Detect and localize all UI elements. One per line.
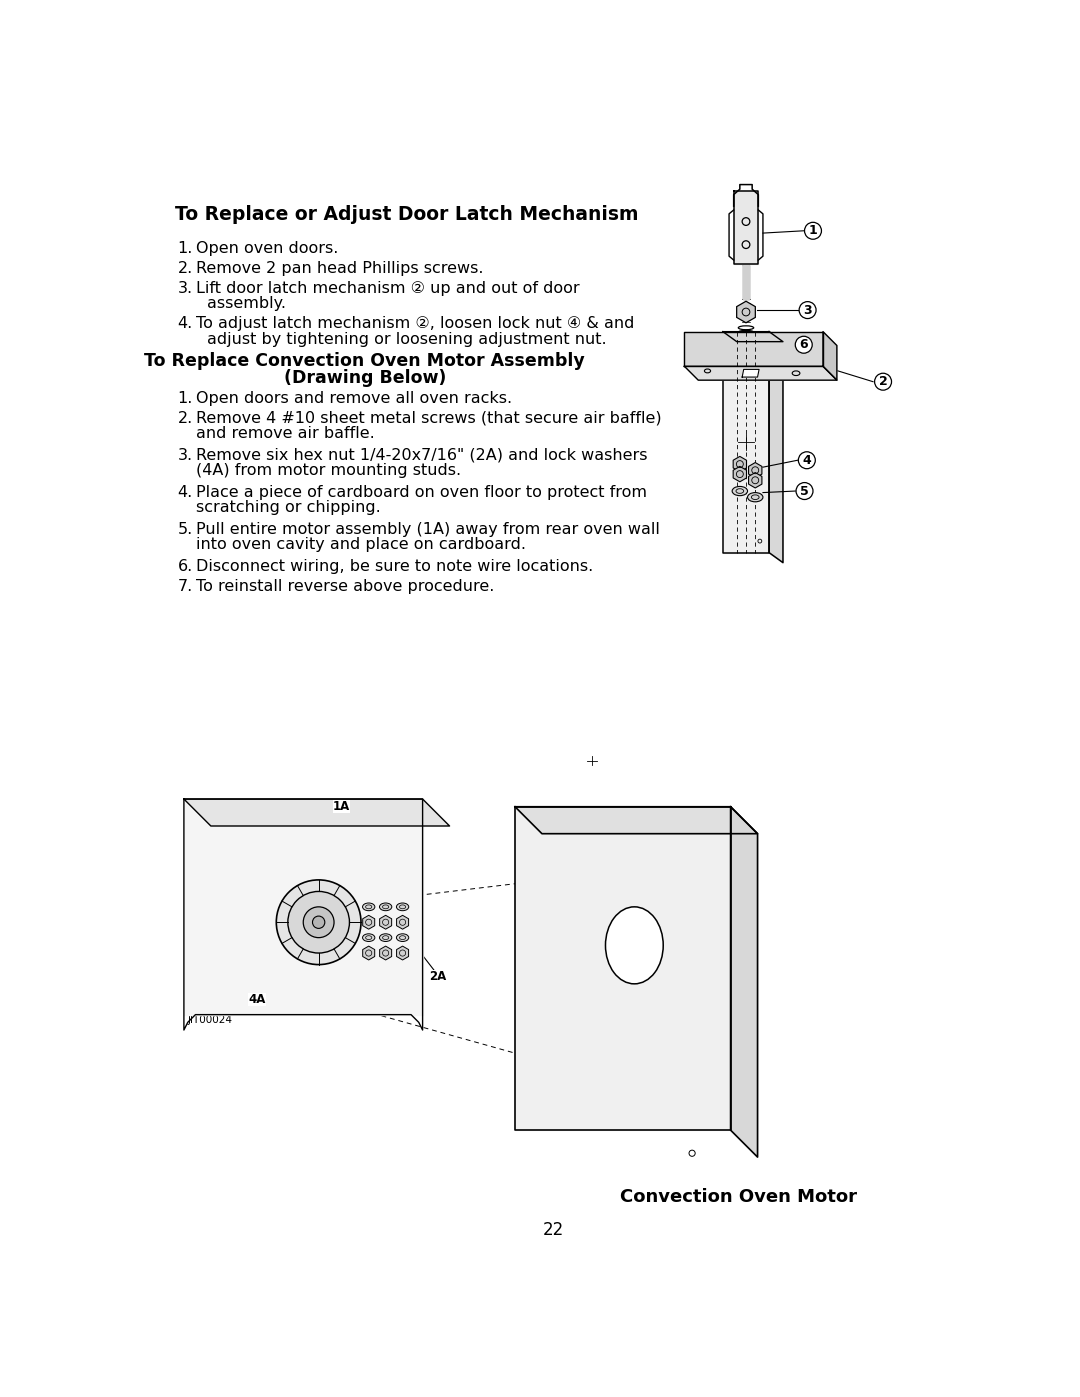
Text: scratching or chipping.: scratching or chipping. bbox=[197, 500, 381, 515]
Circle shape bbox=[795, 337, 812, 353]
Polygon shape bbox=[723, 331, 769, 553]
Text: 6: 6 bbox=[799, 338, 808, 351]
Polygon shape bbox=[733, 457, 746, 472]
Text: assembly.: assembly. bbox=[207, 296, 286, 312]
Ellipse shape bbox=[732, 486, 747, 496]
Circle shape bbox=[799, 302, 816, 319]
Text: 4A: 4A bbox=[248, 993, 266, 1006]
Text: To reinstall reverse above procedure.: To reinstall reverse above procedure. bbox=[197, 578, 495, 594]
Polygon shape bbox=[515, 806, 730, 1130]
Polygon shape bbox=[748, 472, 761, 488]
Polygon shape bbox=[363, 946, 375, 960]
Polygon shape bbox=[743, 264, 750, 299]
Text: To Replace or Adjust Door Latch Mechanism: To Replace or Adjust Door Latch Mechanis… bbox=[175, 204, 638, 224]
Text: 1.: 1. bbox=[178, 391, 193, 407]
Polygon shape bbox=[184, 799, 422, 1014]
Polygon shape bbox=[380, 915, 392, 929]
Ellipse shape bbox=[396, 933, 408, 942]
Text: into oven cavity and place on cardboard.: into oven cavity and place on cardboard. bbox=[197, 538, 526, 552]
Ellipse shape bbox=[747, 493, 762, 502]
Polygon shape bbox=[396, 915, 408, 929]
Polygon shape bbox=[184, 799, 449, 826]
Text: 22: 22 bbox=[543, 1221, 564, 1239]
Text: Remove 2 pan head Phillips screws.: Remove 2 pan head Phillips screws. bbox=[197, 261, 484, 275]
Polygon shape bbox=[685, 331, 823, 366]
Text: To Replace Convection Oven Motor Assembly: To Replace Convection Oven Motor Assembl… bbox=[145, 352, 585, 370]
Text: 1: 1 bbox=[809, 225, 818, 237]
Polygon shape bbox=[515, 806, 757, 834]
Ellipse shape bbox=[379, 902, 392, 911]
Text: 5: 5 bbox=[800, 485, 809, 497]
Text: 5.: 5. bbox=[178, 522, 193, 536]
Polygon shape bbox=[733, 467, 746, 482]
Text: 7.: 7. bbox=[178, 578, 193, 594]
Text: Remove six hex nut 1/4-20x7/16" (2A) and lock washers: Remove six hex nut 1/4-20x7/16" (2A) and… bbox=[197, 448, 648, 462]
Circle shape bbox=[303, 907, 334, 937]
Polygon shape bbox=[396, 946, 408, 960]
Text: 4.: 4. bbox=[178, 485, 193, 500]
Text: 2A: 2A bbox=[430, 970, 447, 982]
Text: 2.: 2. bbox=[178, 411, 193, 426]
Polygon shape bbox=[733, 191, 758, 264]
Text: 1.: 1. bbox=[178, 240, 193, 256]
Polygon shape bbox=[823, 331, 837, 380]
Polygon shape bbox=[769, 331, 783, 563]
Text: Pull entire motor assembly (1A) away from rear oven wall: Pull entire motor assembly (1A) away fro… bbox=[197, 522, 660, 536]
Ellipse shape bbox=[363, 902, 375, 911]
Ellipse shape bbox=[606, 907, 663, 983]
Text: To adjust latch mechanism ②, loosen lock nut ④ & and: To adjust latch mechanism ②, loosen lock… bbox=[197, 316, 635, 331]
Text: 2: 2 bbox=[879, 376, 888, 388]
Polygon shape bbox=[723, 331, 783, 342]
Text: 1A: 1A bbox=[333, 800, 350, 813]
Ellipse shape bbox=[379, 933, 392, 942]
Circle shape bbox=[288, 891, 350, 953]
Circle shape bbox=[805, 222, 822, 239]
Circle shape bbox=[798, 451, 815, 469]
Text: Disconnect wiring, be sure to note wire locations.: Disconnect wiring, be sure to note wire … bbox=[197, 559, 594, 574]
Polygon shape bbox=[380, 946, 392, 960]
Text: 2.: 2. bbox=[178, 261, 193, 275]
Circle shape bbox=[312, 916, 325, 929]
Circle shape bbox=[875, 373, 891, 390]
Text: FILE NAME
JIT00024: FILE NAME JIT00024 bbox=[188, 1003, 242, 1024]
Polygon shape bbox=[685, 366, 837, 380]
Text: Convection Oven Motor: Convection Oven Motor bbox=[620, 1187, 856, 1206]
Polygon shape bbox=[737, 302, 755, 323]
Text: 3.: 3. bbox=[178, 448, 193, 462]
Text: 6.: 6. bbox=[178, 559, 193, 574]
Text: (Drawing Below): (Drawing Below) bbox=[284, 369, 446, 387]
Ellipse shape bbox=[396, 902, 408, 911]
Text: 4.: 4. bbox=[178, 316, 193, 331]
Text: 3: 3 bbox=[804, 303, 812, 317]
Circle shape bbox=[276, 880, 361, 964]
Text: adjust by tightening or loosening adjustment nut.: adjust by tightening or loosening adjust… bbox=[207, 331, 607, 346]
Text: (4A) from motor mounting studs.: (4A) from motor mounting studs. bbox=[197, 464, 461, 478]
Polygon shape bbox=[730, 806, 757, 1157]
Circle shape bbox=[796, 482, 813, 500]
Polygon shape bbox=[742, 369, 759, 377]
Polygon shape bbox=[363, 915, 375, 929]
Text: 4: 4 bbox=[802, 454, 811, 467]
Text: and remove air baffle.: and remove air baffle. bbox=[197, 426, 375, 441]
Text: Open doors and remove all oven racks.: Open doors and remove all oven racks. bbox=[197, 391, 512, 407]
Ellipse shape bbox=[363, 933, 375, 942]
Polygon shape bbox=[748, 462, 761, 478]
Text: Place a piece of cardboard on oven floor to protect from: Place a piece of cardboard on oven floor… bbox=[197, 485, 647, 500]
Text: 3.: 3. bbox=[178, 281, 193, 296]
Text: Lift door latch mechanism ② up and out of door: Lift door latch mechanism ② up and out o… bbox=[197, 281, 580, 296]
Text: Open oven doors.: Open oven doors. bbox=[197, 240, 339, 256]
Text: Remove 4 #10 sheet metal screws (that secure air baffle): Remove 4 #10 sheet metal screws (that se… bbox=[197, 411, 662, 426]
